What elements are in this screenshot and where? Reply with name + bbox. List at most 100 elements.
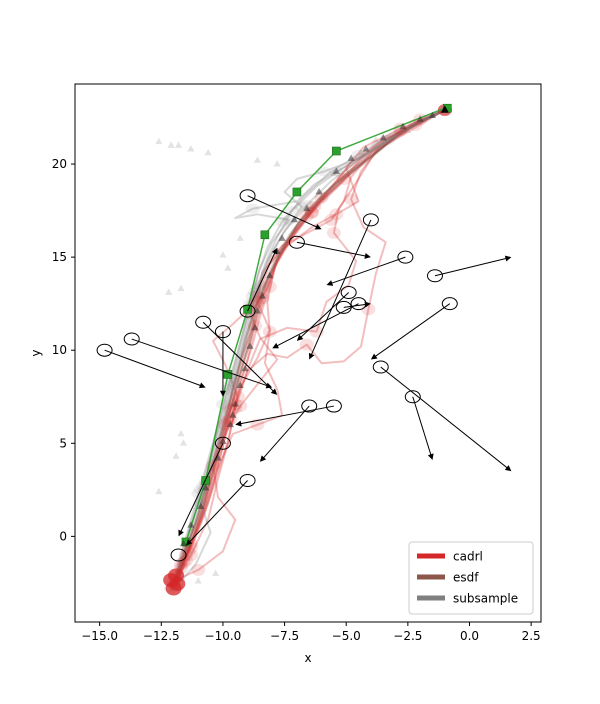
- trajectory-cadrl-5: [170, 109, 446, 592]
- waypoint-square-5: [292, 187, 302, 197]
- agent-circle-8: [340, 285, 357, 299]
- robot-marker-20: [379, 133, 387, 141]
- y-tick-label-0: 0: [59, 529, 67, 543]
- agent-arrowhead-10: [364, 301, 371, 308]
- obstacle-marker-1: [167, 141, 175, 148]
- cadrl-footprint-7-17: [344, 193, 359, 206]
- obstacle-marker-13: [236, 234, 244, 241]
- cadrl-footprint-6-13: [336, 172, 351, 185]
- agent-circle-10: [335, 300, 352, 314]
- robot-marker-7: [246, 342, 254, 349]
- agent-circle-20: [170, 548, 187, 562]
- agent-arrowhead-15: [427, 453, 434, 461]
- agent-circle-3: [214, 325, 231, 339]
- agent-arrowhead-4: [314, 223, 322, 230]
- robot-marker-8: [251, 323, 259, 331]
- cadrl-footprint-8-9: [250, 290, 265, 303]
- agent-arrowhead-3: [219, 390, 226, 397]
- agent-arrowhead-18: [178, 529, 184, 537]
- robot-marker-16: [315, 187, 323, 195]
- x-tick-label-0: −15.0: [81, 629, 118, 643]
- robot-marker-17: [332, 167, 340, 174]
- agent-path-19: [187, 480, 248, 544]
- obstacle-marker-8: [179, 439, 188, 446]
- agent-circle-0: [96, 343, 113, 357]
- agent-circle-11: [239, 304, 256, 318]
- agent-circle-19: [239, 474, 256, 488]
- agent-circle-13: [441, 297, 458, 311]
- obstacle-marker-18: [357, 148, 365, 156]
- y-tick-label-1: 5: [59, 436, 67, 450]
- obstacle-marker-5: [165, 288, 173, 295]
- cadrl-footprint-2-13: [329, 208, 344, 221]
- cadrl-footprint-5-13: [326, 226, 341, 239]
- agent-arrowhead-6: [308, 352, 315, 360]
- obstacle-marker-2: [174, 141, 183, 148]
- footprint-3-15: [351, 149, 366, 160]
- agent-path-14: [380, 366, 510, 470]
- robot-marker-5: [236, 381, 244, 388]
- cadrl-footprint-4-13: [307, 200, 322, 213]
- obstacle-marker-23: [194, 577, 202, 584]
- agent-circle-6: [362, 213, 379, 227]
- footprint-3-12: [275, 216, 290, 227]
- agent-circle-5: [288, 235, 305, 249]
- agent-path-15: [412, 396, 433, 458]
- trajectory-cadrl-2: [175, 109, 446, 582]
- trajectory-cadrl-7: [172, 109, 446, 586]
- robot-marker-9: [253, 307, 262, 314]
- agent-path-0: [104, 349, 204, 387]
- robot-marker-15: [303, 204, 311, 212]
- robot-marker-11: [266, 271, 274, 279]
- agent-arrowhead-1: [265, 382, 273, 389]
- x-tick-label-2: −10.0: [205, 629, 242, 643]
- agent-path-1: [131, 338, 270, 387]
- robot-marker-22: [416, 115, 424, 122]
- robot-goal-marker: [440, 105, 449, 113]
- robot-marker-4: [231, 400, 239, 407]
- obstacle-marker-4: [204, 148, 212, 156]
- cadrl-footprint-2-9: [250, 295, 265, 308]
- cadrl-footprint-1-13: [299, 210, 314, 223]
- agent-circle-12: [426, 269, 443, 283]
- robot-marker-19: [362, 145, 370, 152]
- y-axis-label: y: [29, 349, 43, 356]
- agent-circle-7: [397, 250, 414, 264]
- footprint-3-6: [215, 399, 230, 410]
- robot-start-blob-3: [168, 568, 185, 583]
- robot-marker-2: [226, 420, 234, 428]
- legend-label-subsample: subsample: [453, 592, 518, 606]
- cadrl-footprint-6-9: [262, 280, 277, 293]
- agent-arrowhead-17: [259, 455, 267, 462]
- robot-marker-1: [219, 437, 227, 444]
- x-tick-label-1: −12.5: [143, 629, 180, 643]
- agent-path-18: [179, 443, 224, 534]
- obstacle-marker-14: [224, 264, 232, 271]
- cadrl-footprint-7-9: [299, 338, 314, 351]
- agent-arrowhead-14: [504, 465, 512, 472]
- trajectory-cadrl-3: [172, 109, 446, 584]
- cadrl-footprint-7-5: [228, 401, 243, 414]
- robot-marker-6: [241, 364, 249, 372]
- robot-marker-23: [428, 111, 437, 119]
- cadrl-footprint-3-9: [262, 325, 277, 338]
- y-tick-label-3: 15: [52, 250, 67, 264]
- y-tick-label-4: 20: [52, 157, 67, 171]
- agent-path-10: [343, 303, 368, 308]
- robot-marker-13: [278, 234, 286, 241]
- agent-circle-15: [404, 390, 421, 404]
- agent-circle-18: [214, 436, 231, 450]
- cadrl-footprint-5-1: [176, 556, 191, 569]
- y-tick-label-2: 10: [52, 343, 67, 357]
- cadrl-footprint-8-13: [324, 213, 339, 226]
- legend-label-esdf: esdf: [453, 571, 479, 585]
- obstacle-marker-15: [219, 251, 227, 258]
- plot-frame: [74, 83, 542, 623]
- cadrl-footprint-7-1: [183, 548, 198, 561]
- obstacle-marker-6: [177, 284, 185, 292]
- legend-label-cadrl: cadrl: [453, 550, 483, 564]
- x-tick-label-5: −2.5: [393, 629, 422, 643]
- footprint-0-12: [284, 205, 299, 216]
